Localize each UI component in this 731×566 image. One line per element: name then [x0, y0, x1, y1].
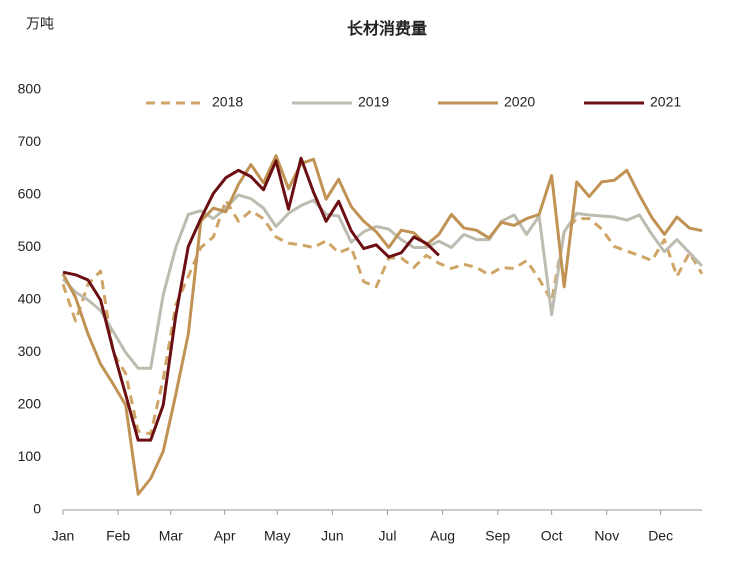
- y-tick-label: 200: [18, 396, 42, 412]
- y-unit: 万吨: [26, 16, 54, 32]
- x-tick-label: Nov: [594, 528, 619, 544]
- legend-label: 2020: [504, 94, 535, 110]
- x-tick-label: Oct: [541, 528, 563, 544]
- y-tick-label: 500: [18, 238, 42, 254]
- x-tick-label: Sep: [485, 528, 510, 544]
- x-tick-label: Mar: [159, 528, 183, 544]
- y-tick-label: 700: [18, 133, 42, 149]
- legend-label: 2018: [212, 94, 243, 110]
- chart-title: 长材消费量: [347, 19, 427, 38]
- x-tick-label: May: [264, 528, 290, 544]
- y-tick-label: 300: [18, 343, 42, 359]
- x-tick-label: Aug: [430, 528, 455, 544]
- series-line: [61, 198, 704, 436]
- x-tick-label: Jun: [321, 528, 344, 544]
- legend-label: 2019: [358, 94, 389, 110]
- y-tick-label: 600: [18, 186, 42, 202]
- y-tick-label: 0: [33, 501, 41, 517]
- y-tick-label: 800: [18, 81, 42, 97]
- legend-label: 2021: [650, 94, 681, 110]
- x-tick-label: Apr: [214, 528, 236, 544]
- x-tick-label: Jul: [379, 528, 397, 544]
- y-tick-label: 100: [18, 448, 42, 464]
- y-tick-label: 400: [18, 291, 42, 307]
- x-tick-label: Dec: [648, 528, 673, 544]
- x-tick-label: Feb: [106, 528, 130, 544]
- x-tick-label: Jan: [52, 528, 75, 544]
- series-line: [62, 156, 440, 442]
- series-line: [61, 193, 704, 370]
- series-line: [61, 154, 703, 496]
